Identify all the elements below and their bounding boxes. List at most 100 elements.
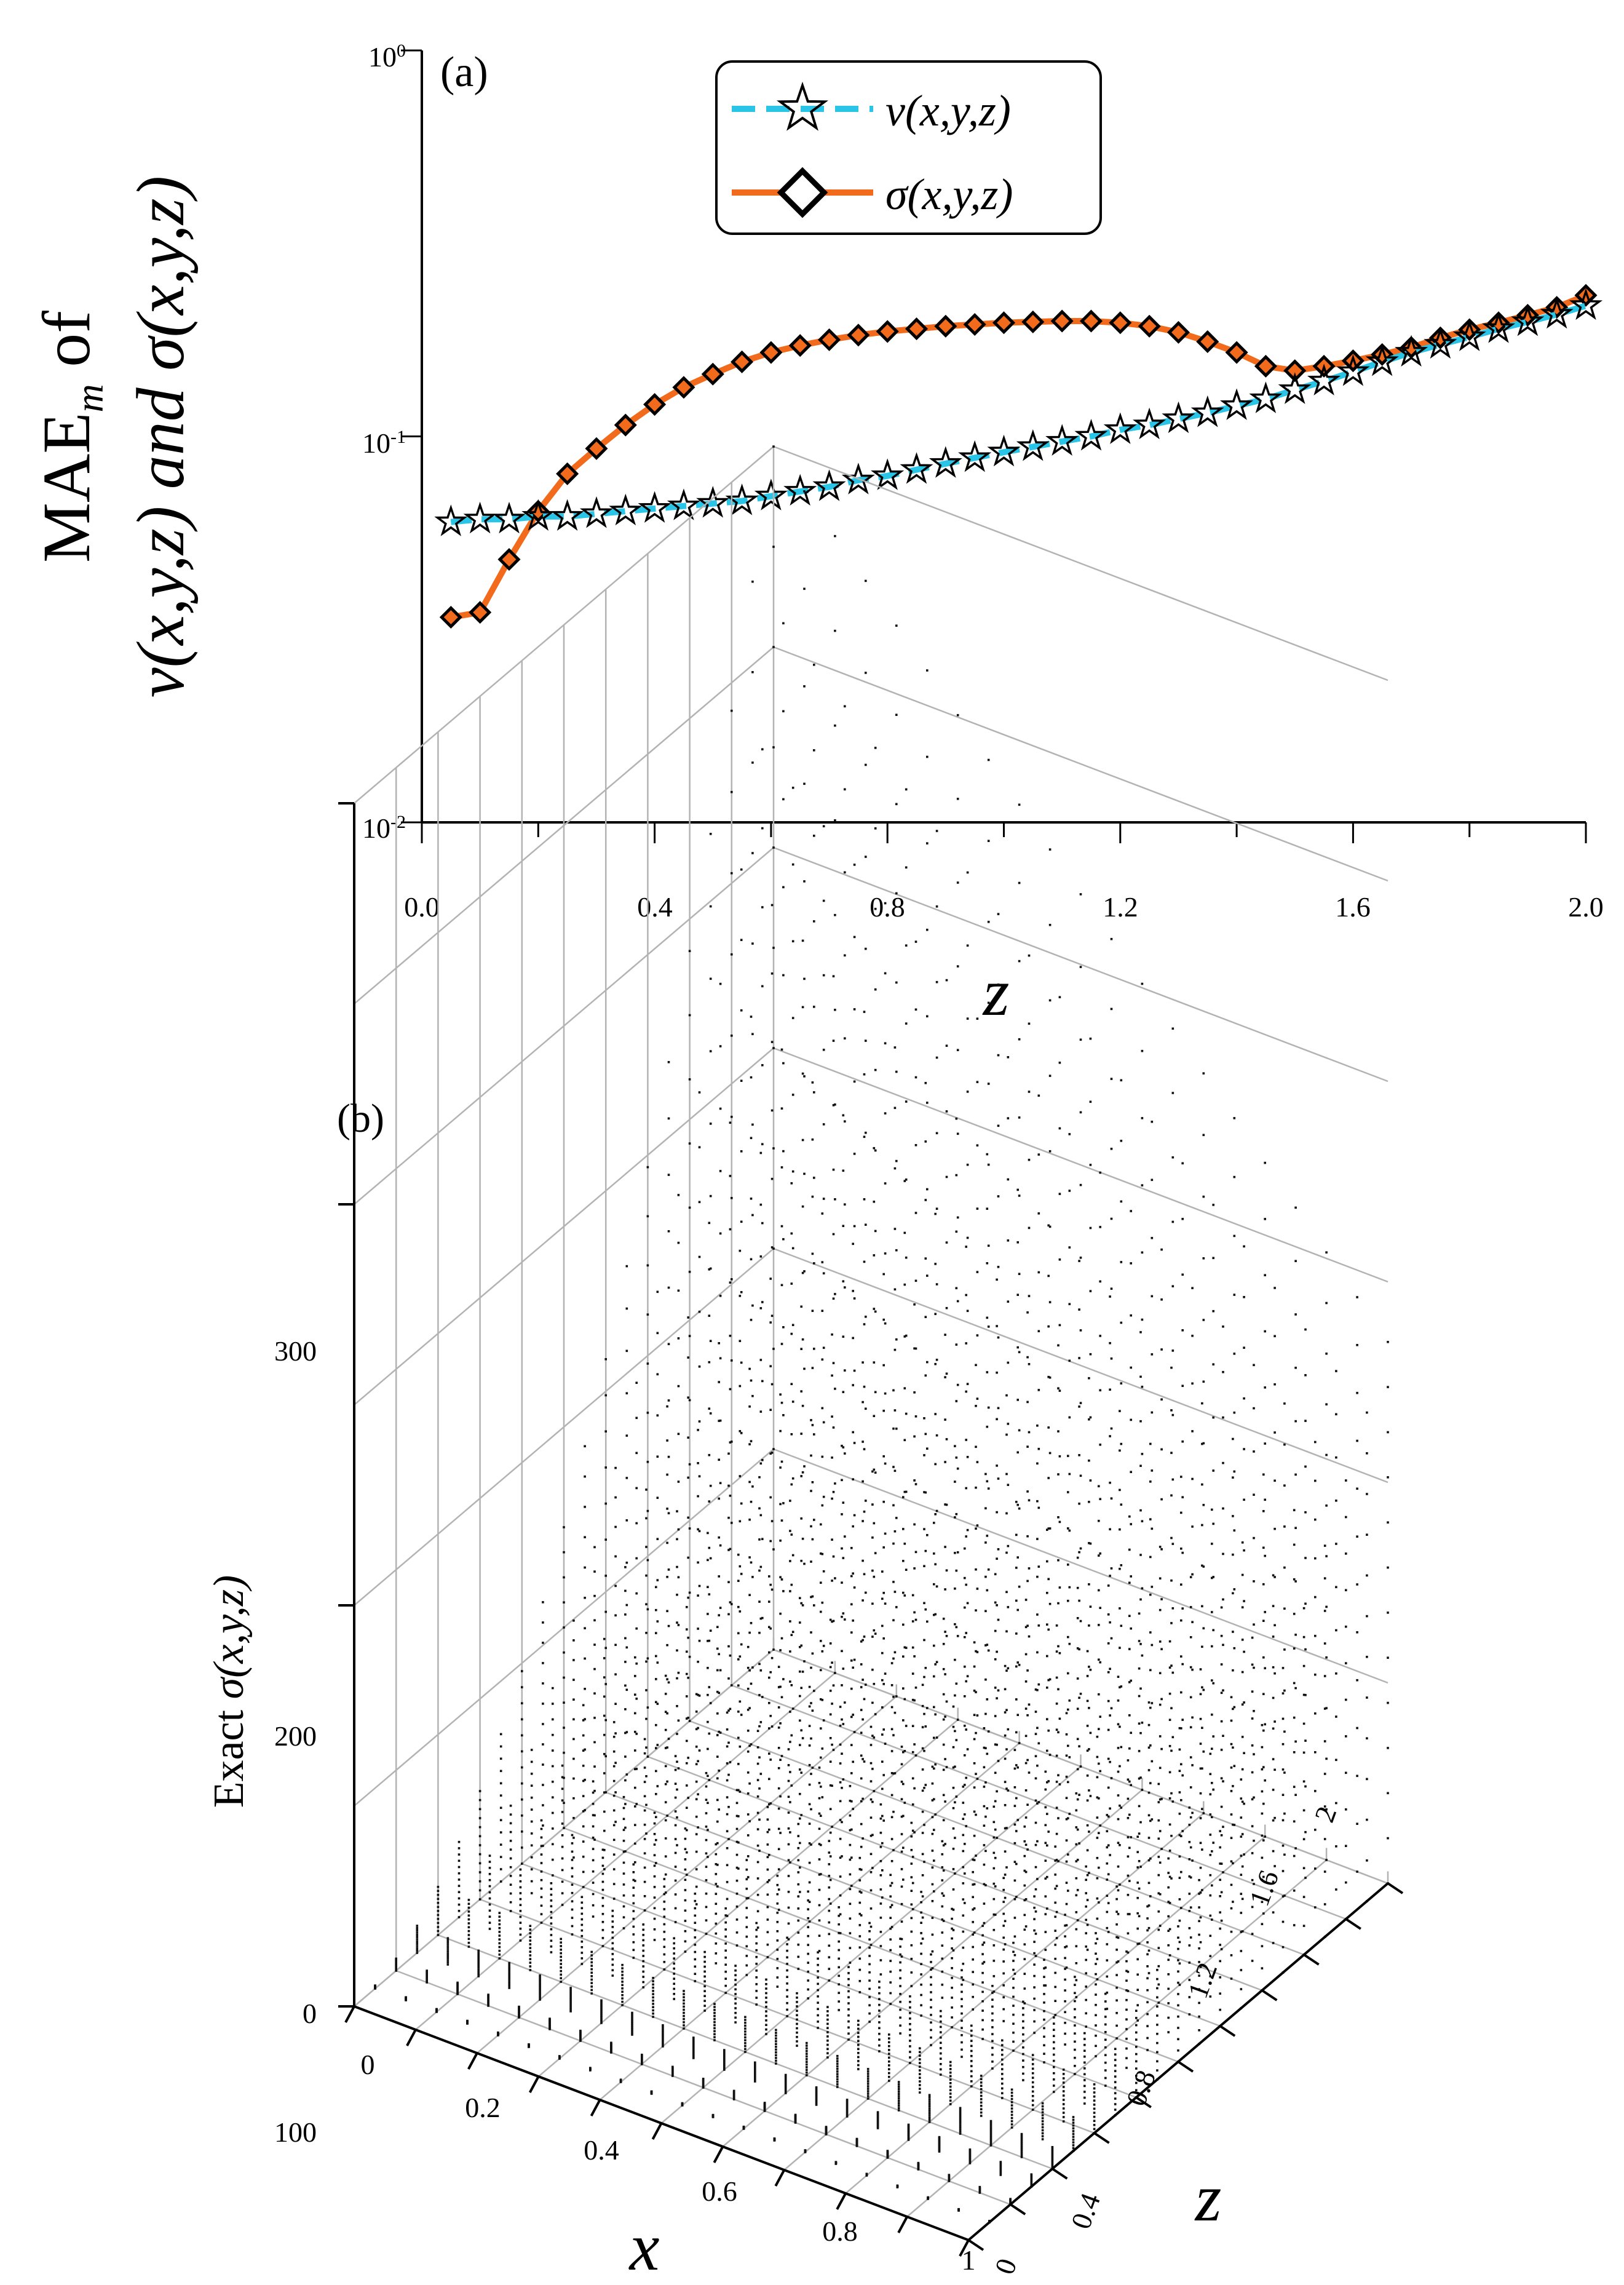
panel-b-point [674,1824,677,1827]
panel-b-point [1055,1910,1058,1913]
panel-b-point [539,1984,541,1987]
panel-b-point [509,1822,512,1825]
panel-b-point [612,1779,616,1782]
panel-b-point [766,1918,769,1921]
panel-b-point [938,2140,941,2144]
panel-b-point [756,1779,759,1781]
panel-b-point [582,1749,585,1752]
panel-b-point [498,1938,501,1941]
panel-b-point [666,1746,668,1749]
panel-b-point [897,2088,900,2091]
panel-b-point [561,1799,564,1802]
panel-b-point [1083,2055,1086,2058]
panel-b-point [893,1530,897,1533]
panel-b-point [1044,1877,1047,1880]
panel-b-point [759,1359,762,1361]
panel-b-point [981,2028,984,2031]
panel-b-point [1281,1743,1285,1746]
panel-b-point [909,2056,911,2059]
panel-b-point [552,1687,554,1690]
panel-b-point [897,2083,900,2086]
panel-b-point [777,1686,780,1688]
panel-b-point [1010,2091,1013,2094]
panel-b-point [1198,1920,1200,1923]
panel-b-point [684,1920,687,1922]
panel-b-point [1055,1806,1058,1809]
panel-b-point [715,1853,718,1856]
panel-b-point [600,2018,603,2021]
panel-b-point [779,1722,782,1725]
panel-b-point [909,2017,911,2020]
panel-b-point [799,1768,801,1771]
panel-b-point [849,1785,852,1787]
panel-b-point [1262,1510,1265,1512]
panel-b-point [888,2045,890,2048]
panel-b-point [897,2092,900,2095]
panel-b-point [821,1455,824,1458]
panel-b-point [776,1985,779,1988]
panel-b-point [1033,1941,1036,1943]
panel-b-point [1262,1729,1265,1732]
panel-b-point [1062,2112,1065,2114]
panel-b-point [542,1621,544,1624]
panel-b-point [991,2012,994,2015]
panel-b-point [964,1784,966,1786]
panel-b-point [846,2115,849,2118]
panel-b-point [1138,1887,1141,1890]
panel-b-point [836,2065,839,2068]
panel-b-point [972,1870,974,1874]
panel-b-point [1156,2060,1159,2063]
panel-b-point [688,950,691,952]
panel-b-point [1043,1967,1045,1969]
panel-b-point [758,1507,761,1510]
panel-b-point [890,1706,893,1709]
panel-b-point [694,1907,697,1910]
panel-b-point [1001,2082,1004,2085]
panel-b-point [984,1575,987,1578]
panel-b-point [766,1843,769,1846]
panel-b-point [949,2060,952,2064]
panel-b-point [692,2038,695,2041]
panel-b-point [1189,1696,1192,1699]
panel-b-point [1020,2154,1023,2156]
panel-b-point [643,1866,646,1869]
panel-b-point [881,1869,884,1872]
panel-b-point [808,1725,811,1727]
panel-b-point [1114,2059,1117,2061]
panel-b-point [829,1878,832,1882]
panel-b-point [801,1671,804,1673]
sigma-series-point [701,362,724,386]
panel-b-point [1007,1606,1010,1608]
panel-b-point [931,1765,934,1768]
panel-b-point [1074,2032,1076,2035]
panel-b-point [498,1953,501,1956]
panel-b-point [800,1390,802,1393]
panel-b-point [707,1586,709,1588]
panel-b-point [991,2046,994,2049]
panel-b-point [871,1867,874,1869]
panel-b-point [930,1998,932,2001]
panel-b-point [1034,1843,1037,1846]
panel-b-point [703,1965,706,1968]
v-series-point [1452,319,1486,351]
panel-b-point [942,1794,945,1797]
panel-b-point [695,1850,698,1853]
panel-b-point [684,1889,687,1891]
panel-b-point [808,1744,811,1747]
panel-b-point [718,1730,720,1733]
panel-b-point [815,2086,818,2089]
panel-b-point [707,1747,709,1751]
panel-b-point [614,1791,617,1794]
panel-b-point [716,1690,719,1693]
panel-b-point [1001,2049,1004,2051]
panel-b-point [1007,1056,1010,1059]
panel-b-point [965,1680,967,1683]
panel-b-point [611,1942,614,1945]
panel-b-point [996,1790,998,1793]
panel-b-point [673,1947,675,1950]
panel-b-point [1036,1764,1039,1767]
panel-b-point [1219,1911,1221,1913]
panel-b-point [970,2054,973,2057]
panel-b-point [705,1771,708,1774]
panel-b-point [789,1560,791,1562]
